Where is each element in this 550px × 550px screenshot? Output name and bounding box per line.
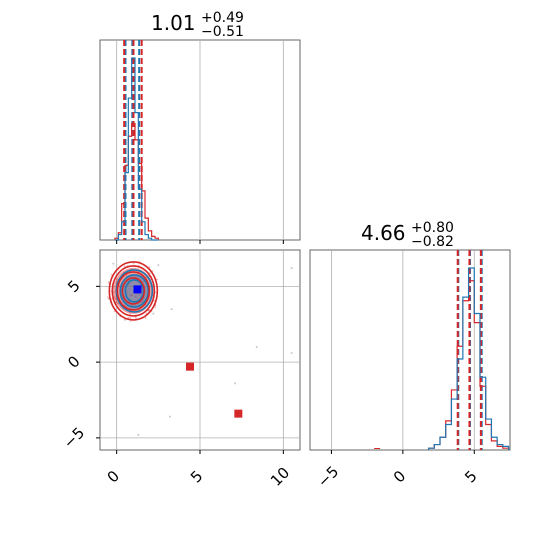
panel-p1-title-median: 4.66 [361, 221, 406, 245]
p0-hist-red [114, 122, 159, 240]
scatter-contour-blue-1 [119, 274, 150, 308]
scatter-cloud-point-0 [112, 291, 115, 294]
panel-p0-title: 1.01 [151, 11, 196, 35]
scatter-cloud-point-11 [156, 278, 158, 281]
panel-p1-frame [309, 249, 511, 451]
scatter-cloud-point-113 [117, 302, 120, 305]
scatter-faint-point-8 [112, 262, 115, 265]
scatter-contour-blue-2 [115, 269, 154, 313]
scatter-faint-point-3 [152, 312, 155, 315]
panel-scatter-contours [108, 261, 159, 321]
scatter-blue-marker-0 [133, 285, 142, 294]
scatter-contour-blue-0 [124, 279, 145, 303]
scatter-cloud-point-75 [138, 294, 141, 296]
scatter-contour-red-3 [108, 261, 159, 321]
p1-tick-label-x-1: 0 [390, 467, 409, 486]
scatter-faint-point-10 [170, 308, 173, 311]
scatter-cloud-point-36 [129, 316, 132, 319]
panel-p0-p1-scatter: 0 5 10 −5 0 5 [60, 249, 301, 490]
panel-p1-title: 4.66 [361, 221, 406, 245]
scatter-cloud-point-1 [142, 300, 144, 302]
scatter-cloud-point-84 [107, 297, 110, 300]
scatter-cloud-point-93 [132, 262, 135, 265]
scatter-cloud-point-26 [140, 301, 143, 303]
scatter-cloud-point-88 [107, 281, 110, 284]
p1-tick-label-x-0: −5 [314, 463, 342, 491]
scatter-cloud-point-10 [135, 296, 137, 299]
scatter-tick-label-y-2: 5 [64, 277, 83, 296]
scatter-tick-label-x-1: 5 [187, 467, 206, 486]
scatter-tick-label-x-2: 10 [267, 464, 293, 490]
scatter-cloud-point-5 [127, 316, 130, 319]
panel-p1-title-minus: −0.82 [411, 234, 454, 250]
panel-p0-title-plus: +0.49 [201, 10, 244, 26]
scatter-cloud-point-56 [134, 295, 137, 298]
scatter-cloud-point-116 [113, 296, 116, 299]
panel-p0-ticks [116, 240, 284, 244]
scatter-contour-red-1 [116, 271, 151, 311]
scatter-red-marker-0 [186, 362, 194, 371]
panel-p0-title-median: 1.01 [151, 11, 196, 35]
scatter-tick-label-y-0: −5 [60, 424, 88, 452]
scatter-cloud-point-47 [154, 306, 157, 309]
panel-p0-grid [116, 40, 284, 240]
scatter-tick-label-x-0: 0 [104, 467, 123, 486]
panel-p0-histogram: 1.01 +0.49 −0.51 [99, 10, 301, 244]
scatter-cloud-point-105 [134, 316, 137, 319]
scatter-faint-point-1 [290, 352, 293, 355]
scatter-cloud-point-119 [128, 293, 131, 296]
scatter-contour-red-0 [121, 277, 146, 305]
scatter-cloud-point-43 [123, 265, 126, 268]
scatter-red-marker-1 [234, 409, 243, 418]
panel-p1-title-plus: +0.80 [411, 220, 454, 236]
scatter-cloud-point-14 [115, 301, 118, 303]
panel-p0-title-minus: −0.51 [201, 24, 244, 40]
p1-tick-label-x-2: 5 [461, 467, 480, 486]
scatter-cloud-point-16 [144, 317, 147, 319]
scatter-faint-point-2 [255, 345, 258, 348]
scatter-cloud-point-19 [145, 312, 148, 315]
panel-p1-histogram: −5 0 5 4.66 +0.80 −0.82 [309, 220, 511, 491]
scatter-cloud-point-114 [130, 294, 133, 297]
panel-scatter-markers [133, 285, 243, 418]
panel-p1-ticks: −5 0 5 [314, 450, 481, 491]
scatter-cloud-point-97 [107, 296, 109, 299]
scatter-faint-point-5 [137, 433, 140, 436]
scatter-cloud-point-6 [128, 282, 131, 285]
scatter-cloud-point-2 [115, 297, 117, 300]
scatter-cloud-point-40 [128, 288, 131, 291]
p1-hist-blue [427, 267, 510, 450]
scatter-cloud-point-101 [130, 294, 133, 296]
p0-hist-blue [115, 57, 159, 241]
scatter-cloud-point-44 [129, 320, 132, 322]
panel-p1-histograms [374, 267, 510, 450]
scatter-cloud-point-131 [110, 273, 113, 276]
panel-p0-histograms [114, 57, 159, 241]
scatter-faint-point-4 [234, 382, 236, 385]
panel-scatter-grid [100, 250, 300, 450]
scatter-cloud-point-69 [155, 291, 157, 294]
scatter-cloud-point-37 [148, 266, 151, 269]
scatter-faint-point-0 [290, 267, 293, 270]
scatter-cloud-point-60 [126, 290, 129, 293]
scatter-tick-label-y-1: 0 [64, 352, 83, 371]
scatter-faint-point-9 [157, 264, 160, 267]
scatter-contour-red-2 [111, 265, 156, 317]
scatter-faint-point-6 [169, 415, 171, 418]
